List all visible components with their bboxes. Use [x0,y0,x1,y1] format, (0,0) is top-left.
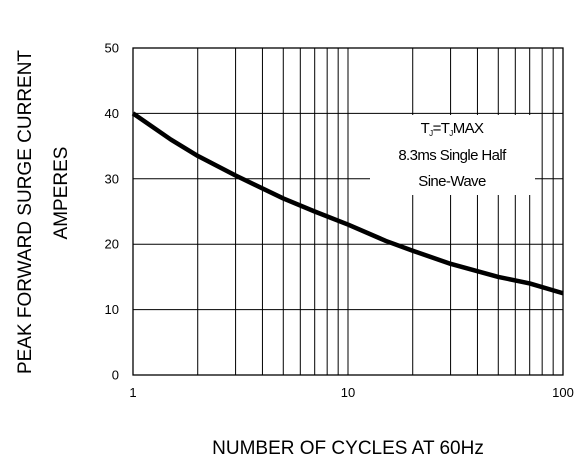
y-tick-label: 30 [105,171,119,186]
annotation-line-3: Sine-Wave [418,173,486,190]
x-tick-label: 1 [129,385,136,400]
y-tick-labels: 0 10 20 30 40 50 [105,41,119,383]
x-axis-title: NUMBER OF CYCLES AT 60Hz [212,438,484,459]
y-tick-label: 10 [105,302,119,317]
annotation-background [370,115,535,195]
series-layer [131,111,564,296]
series-line-1 [131,111,564,296]
x-tick-label: 10 [341,385,355,400]
y-tick-label: 0 [112,368,119,383]
y-tick-label: 50 [105,41,119,56]
grid-lines [133,48,563,375]
annotation-line-2: 8.3ms Single Half [398,147,507,164]
x-tick-label: 100 [552,385,574,400]
x-tick-labels: 1 10 100 [129,385,573,400]
y-tick-label: 40 [105,106,119,121]
y-axis-title-line-1: PEAK FORWARD SURGE CURRENT [15,50,36,374]
y-tick-label: 20 [105,237,119,252]
annotation-box: TJ=TJMAX 8.3ms Single Half Sine-Wave [370,115,535,195]
plot-frame [132,47,564,376]
annotation-line-1: TJ=TJMAX [421,120,484,138]
y-axis-title-line-2: AMPERES [51,147,72,240]
